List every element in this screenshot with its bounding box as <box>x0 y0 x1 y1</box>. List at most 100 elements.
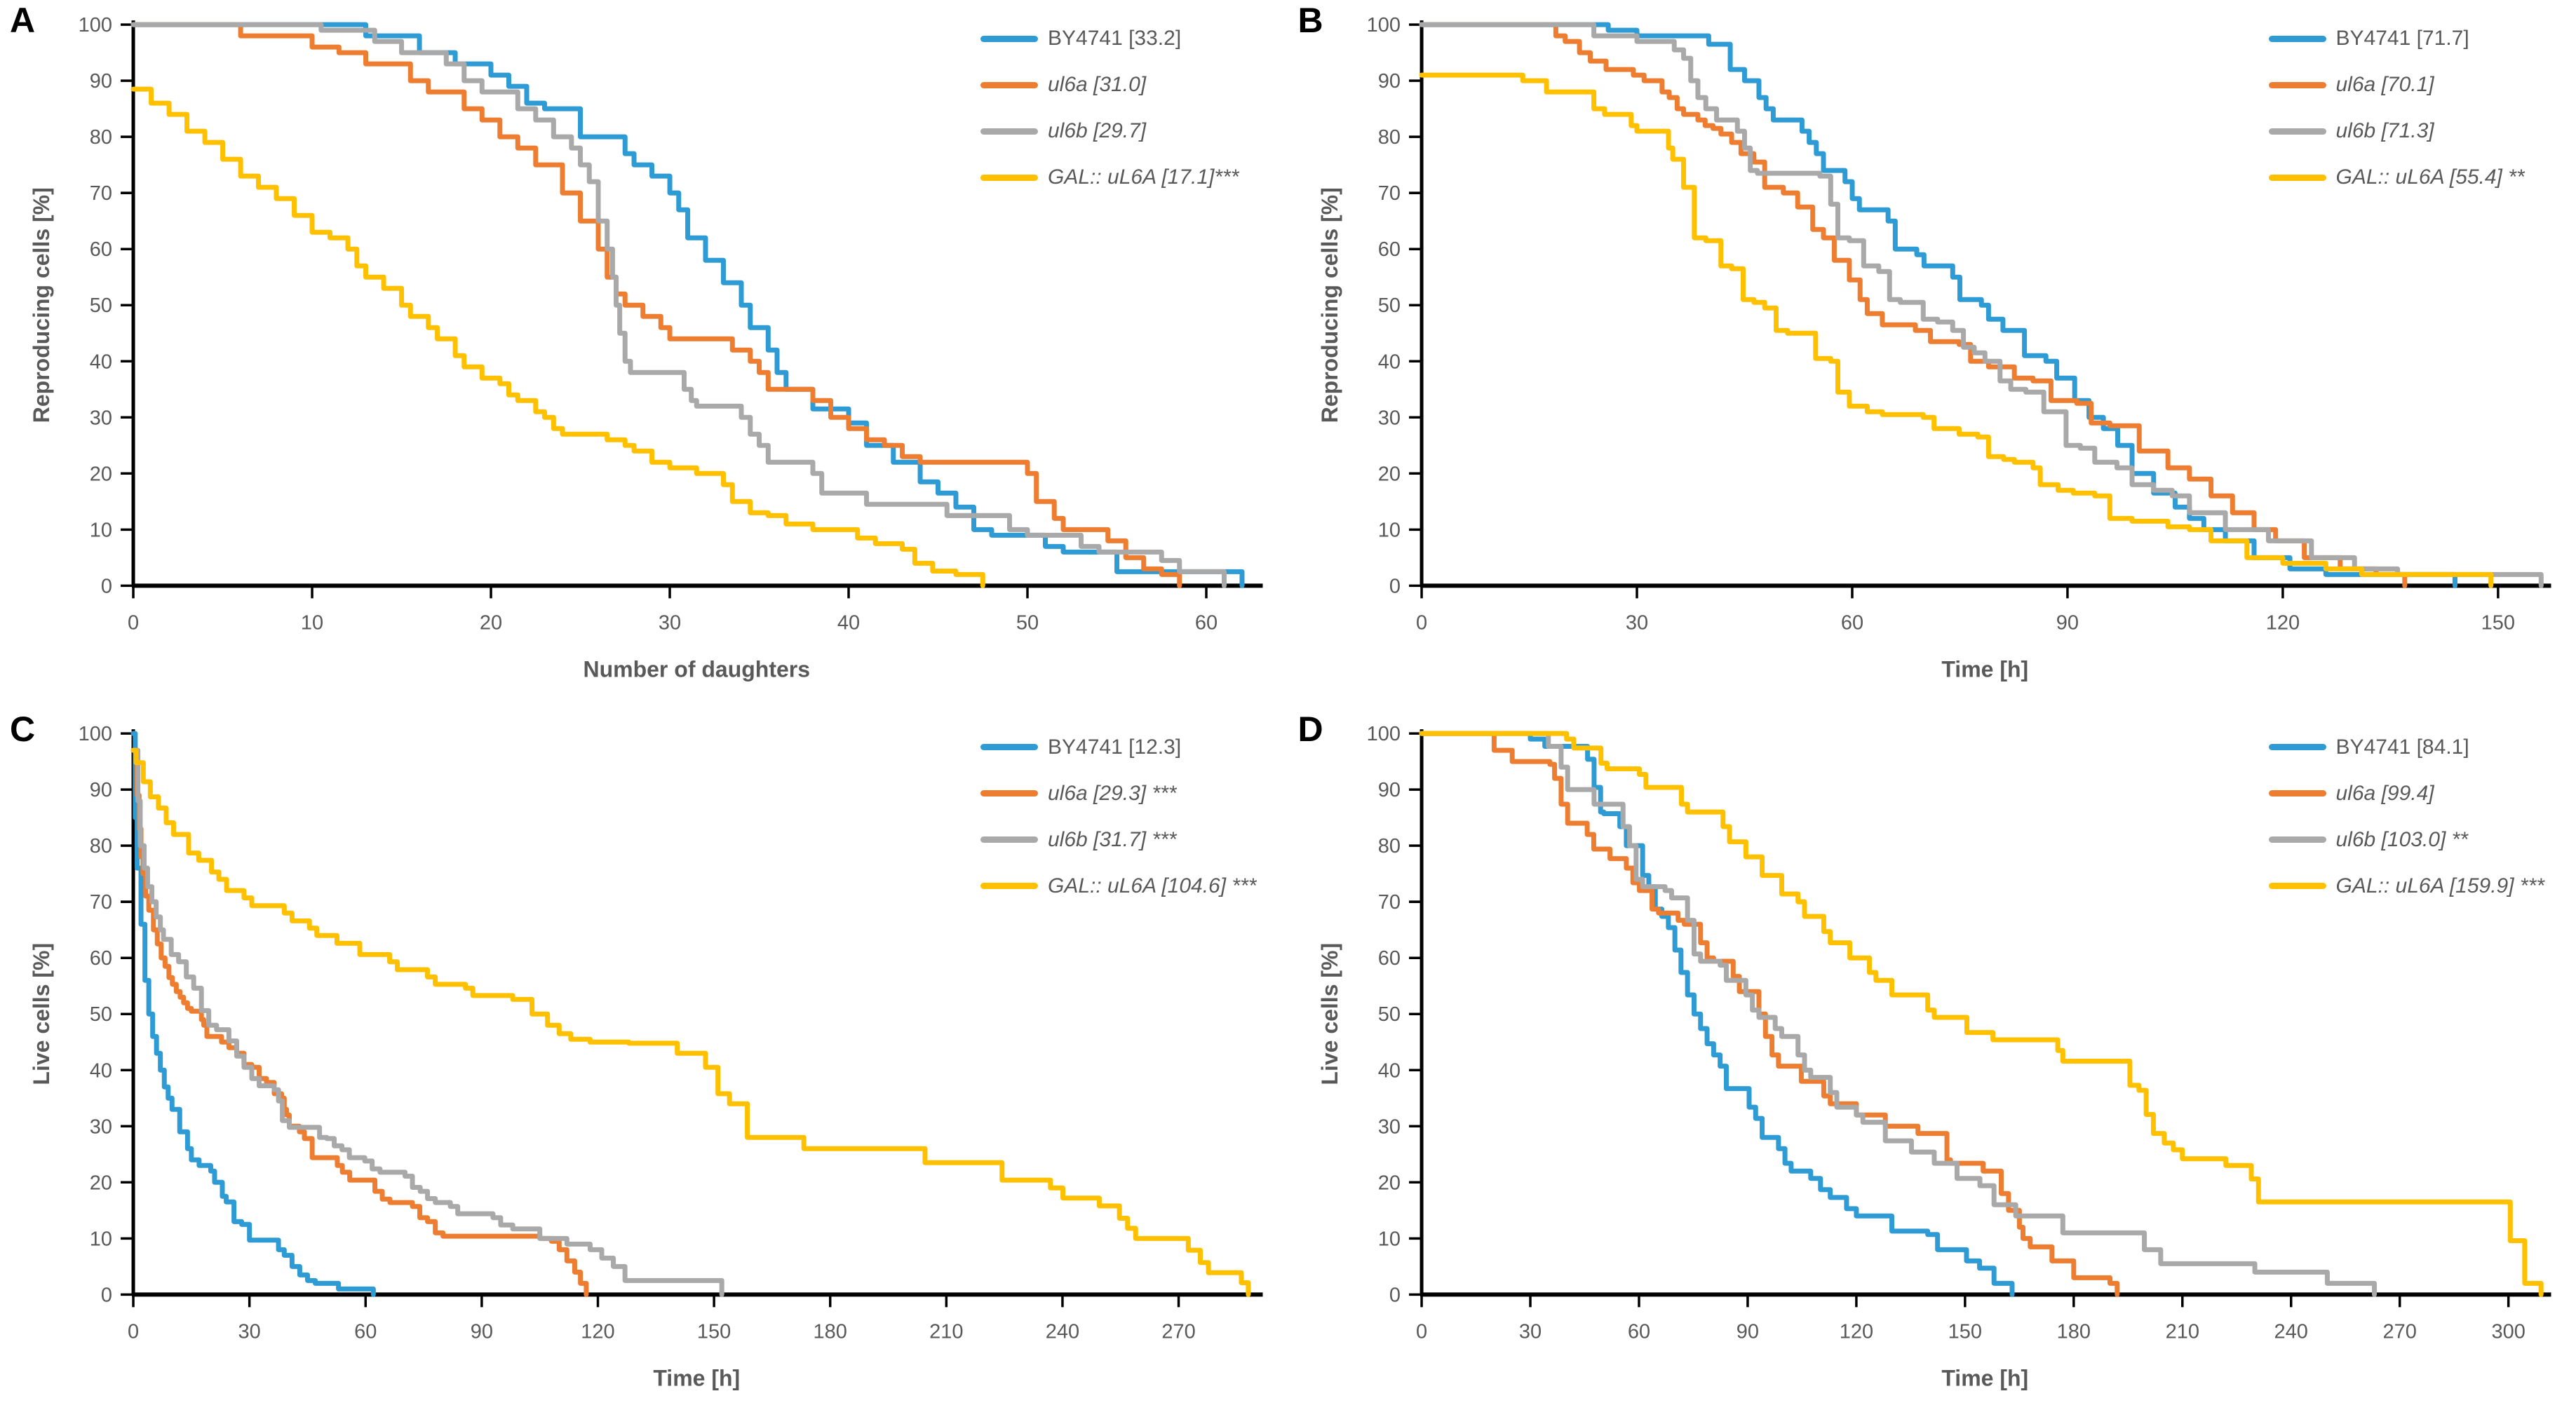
y-tick-label: 50 <box>90 1003 112 1026</box>
legend-entry-ul6b: ul6b [29.7] <box>980 108 1239 154</box>
y-tick-label: 50 <box>1377 1003 1400 1026</box>
legend-swatch-BY4741 <box>2268 744 2326 750</box>
x-axis-title: Time [h] <box>1941 656 2028 682</box>
legend-label-GAL_uL6A: GAL:: uL6A [17.1]*** <box>1048 165 1239 189</box>
x-tick-label: 240 <box>1046 1320 1079 1343</box>
y-tick-label: 10 <box>1377 1228 1400 1250</box>
x-tick-label: 240 <box>2274 1320 2307 1343</box>
legend-label-ul6a: ul6a [70.1] <box>2335 73 2434 96</box>
x-tick-label: 270 <box>1161 1320 1195 1343</box>
x-tick-label: 60 <box>1840 611 1863 634</box>
y-tick-label: 30 <box>1377 407 1400 429</box>
legend-label-ul6b: ul6b [71.3] <box>2335 119 2434 142</box>
y-tick-label: 70 <box>90 891 112 914</box>
y-axis-title: Reproducing cells [%] <box>29 187 54 423</box>
panel-A-letter: A <box>10 1 36 40</box>
y-tick-label: 10 <box>1377 519 1400 541</box>
y-axis-title: Reproducing cells [%] <box>1317 187 1342 423</box>
panel-B-letter: B <box>1297 1 1323 40</box>
y-tick-label: 100 <box>1366 14 1400 36</box>
legend-entry-ul6a: ul6a [99.4] <box>2268 771 2544 817</box>
y-tick-label: 100 <box>1366 723 1400 745</box>
legend-swatch-ul6a <box>2268 81 2326 88</box>
legend-swatch-GAL_uL6A <box>980 174 1038 181</box>
y-tick-label: 0 <box>1389 575 1400 597</box>
panel-D-legend: BY4741 [84.1] ul6a [99.4] ul6b [103.0] ** G… <box>2268 724 2544 909</box>
y-tick-label: 40 <box>1377 351 1400 373</box>
legend-entry-ul6b: ul6b [31.7] *** <box>980 817 1256 863</box>
axes <box>1420 20 2551 588</box>
panel-D: D 0 10 20 30 40 50 60 70 80 90 100 0 30 60 90 120 150 180… <box>1288 709 2576 1417</box>
y-tick-label: 80 <box>1377 835 1400 857</box>
series-line-ul6b <box>1419 731 2377 1297</box>
series-group <box>1419 731 2544 1297</box>
y-tick-label: 20 <box>90 1172 112 1194</box>
legend-swatch-GAL_uL6A <box>2268 174 2326 181</box>
y-axis: 0 10 20 30 40 50 60 70 80 90 100 <box>1366 723 1422 1306</box>
y-tick-label: 10 <box>90 1228 112 1250</box>
series-group <box>1419 22 2544 588</box>
legend-swatch-ul6a <box>2268 790 2326 796</box>
panel-B: B 0 10 20 30 40 50 60 70 80 90 100 0 30 60 90 120 150 Tim… <box>1288 0 2576 709</box>
legend-label-GAL_uL6A: GAL:: uL6A [104.6] *** <box>1048 874 1257 897</box>
y-axis: 0 10 20 30 40 50 60 70 80 90 100 <box>79 14 134 597</box>
y-tick-label: 0 <box>101 575 112 597</box>
legend-entry-GAL_uL6A: GAL:: uL6A [104.6] *** <box>980 863 1256 909</box>
x-tick-label: 60 <box>1195 611 1218 634</box>
x-tick-label: 0 <box>1415 611 1427 634</box>
x-tick-label: 60 <box>354 1320 377 1343</box>
y-tick-label: 0 <box>101 1284 112 1306</box>
y-tick-label: 60 <box>1377 947 1400 970</box>
panel-B-legend: BY4741 [71.7] ul6a [70.1] ul6b [71.3] GAL::… <box>2268 15 2525 201</box>
y-tick-label: 80 <box>1377 126 1400 149</box>
y-axis-title: Live cells [%] <box>1317 942 1342 1085</box>
y-axis: 0 10 20 30 40 50 60 70 80 90 100 <box>79 723 134 1306</box>
legend-label-ul6b: ul6b [103.0] ** <box>2335 827 2468 851</box>
y-tick-label: 50 <box>90 294 112 317</box>
legend-swatch-ul6a <box>980 790 1038 796</box>
legend-label-BY4741: BY4741 [33.2] <box>1048 27 1182 50</box>
series-line-ul6a <box>130 747 589 1297</box>
legend-entry-BY4741: BY4741 [12.3] <box>980 724 1256 771</box>
x-tick-label: 120 <box>2265 611 2299 634</box>
legend-swatch-GAL_uL6A <box>980 883 1038 889</box>
legend-swatch-GAL_uL6A <box>2268 883 2326 889</box>
legend-entry-GAL_uL6A: GAL:: uL6A [159.9] *** <box>2268 863 2544 909</box>
legend-entry-ul6a: ul6a [70.1] <box>2268 62 2525 108</box>
x-tick-label: 60 <box>1627 1320 1650 1343</box>
y-tick-label: 80 <box>90 126 112 149</box>
y-tick-label: 70 <box>1377 182 1400 205</box>
legend-swatch-BY4741 <box>2268 35 2326 42</box>
legend-entry-BY4741: BY4741 [84.1] <box>2268 724 2544 771</box>
series-line-ul6b <box>130 22 1227 588</box>
series-line-ul6b <box>130 747 724 1297</box>
legend-entry-GAL_uL6A: GAL:: uL6A [17.1]*** <box>980 154 1239 201</box>
y-tick-label: 90 <box>1377 70 1400 93</box>
y-tick-label: 90 <box>90 70 112 93</box>
y-tick-label: 40 <box>1377 1059 1400 1082</box>
legend-label-BY4741: BY4741 [71.7] <box>2335 27 2469 50</box>
panel-A-legend: BY4741 [33.2]ul6a [31.0]ul6b [29.7]GAL::… <box>980 15 1239 201</box>
y-axis-title: Live cells [%] <box>29 942 54 1085</box>
legend-entry-ul6a: ul6a [29.3] *** <box>980 771 1256 817</box>
legend-entry-ul6a: ul6a [31.0] <box>980 62 1239 108</box>
legend-label-ul6a: ul6a [29.3] *** <box>1048 781 1177 805</box>
x-tick-label: 120 <box>1839 1320 1873 1343</box>
legend-label-ul6b: ul6b [31.7] *** <box>1048 827 1177 851</box>
y-tick-label: 30 <box>90 407 112 429</box>
y-tick-label: 100 <box>79 14 112 36</box>
legend-label-BY4741: BY4741 [12.3] <box>1048 735 1182 759</box>
y-tick-label: 100 <box>79 723 112 745</box>
x-axis-title: Time [h] <box>1941 1365 2028 1390</box>
series-line-BY4741 <box>130 731 376 1297</box>
x-tick-label: 0 <box>128 1320 139 1343</box>
x-tick-label: 40 <box>837 611 860 634</box>
series-line-BY4741 <box>130 22 1245 588</box>
legend-label-ul6b: ul6b [29.7] <box>1048 119 1147 142</box>
legend-entry-ul6b: ul6b [103.0] ** <box>2268 817 2544 863</box>
legend-swatch-ul6b <box>980 128 1038 135</box>
x-axis: 0 30 60 90 120 150 180 210 240 270 300 <box>1415 1294 2525 1343</box>
y-tick-label: 30 <box>90 1116 112 1138</box>
x-axis-title: Number of daughters <box>583 656 810 682</box>
